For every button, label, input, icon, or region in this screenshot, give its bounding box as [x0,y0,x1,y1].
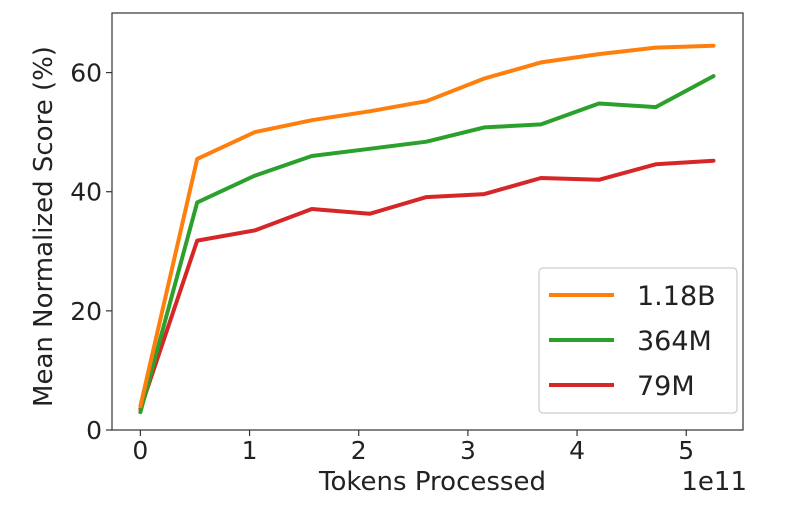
plot-frame [111,12,744,431]
legend-label: 1.18B [637,281,716,312]
legend-box [538,267,738,414]
y-tick-label: 60 [70,59,102,88]
series-lines [138,43,716,415]
axis-ticks: 0 1 2 3 4 5 0 20 40 60 [70,59,694,465]
y-tick-label: 0 [86,416,102,445]
y-axis-title: Mean Normalized Score (%) [29,46,59,407]
x-axis-offset-label: 1e11 [681,467,747,497]
x-tick-label: 3 [460,436,476,465]
y-tick-label: 40 [70,178,102,207]
legend-label: 364M [637,326,712,357]
series-line-364M [138,74,716,415]
y-tick-label: 20 [70,297,102,326]
x-axis-title: Tokens Processed [318,467,546,497]
legend-label: 79M [637,371,695,402]
series-line-79M [138,158,716,412]
legend-items: 1.18B 364M 79M [549,281,716,402]
x-tick-label: 2 [351,436,367,465]
x-tick-label: 1 [242,436,258,465]
x-tick-label: 4 [569,436,585,465]
series-line-1.18B [138,43,716,409]
x-tick-label: 0 [132,436,148,465]
x-tick-label: 5 [678,436,694,465]
legend: 1.18B 364M 79M [538,267,738,414]
